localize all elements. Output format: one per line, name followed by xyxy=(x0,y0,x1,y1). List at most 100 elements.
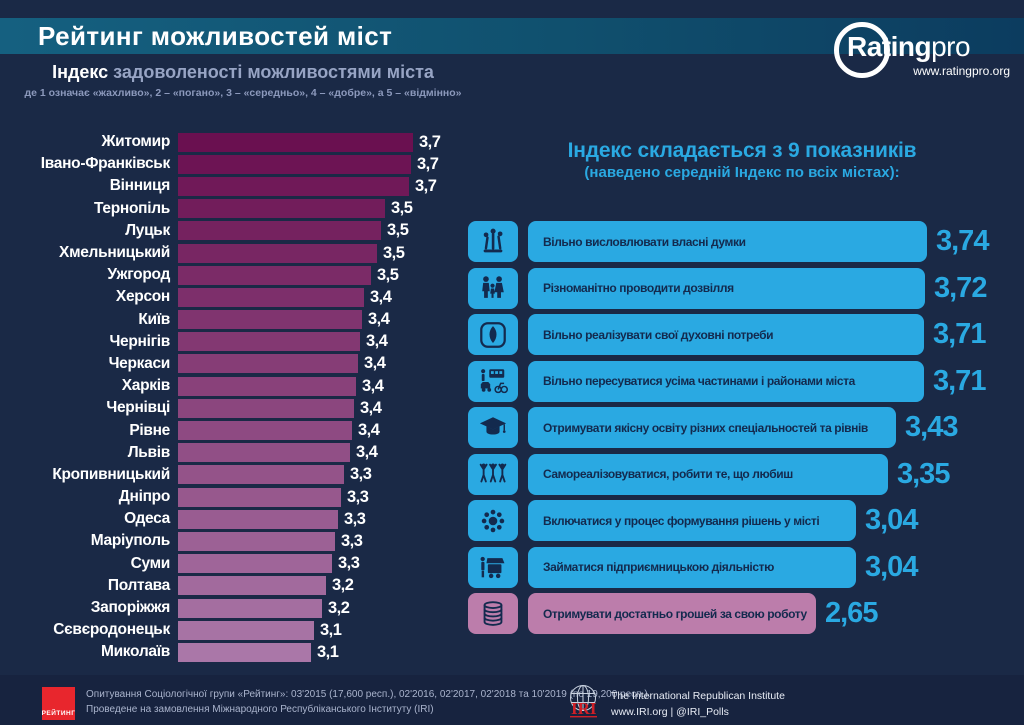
city-value: 3,7 xyxy=(415,176,437,195)
indicator-row: Включатися у процес формування рішень у … xyxy=(468,500,988,541)
indicator-bar: Отримувати якісну освіту різних спеціаль… xyxy=(528,407,896,448)
indicator-bar: Вільно висловлювати власні думки xyxy=(528,221,927,262)
city-label: Луцьк xyxy=(125,221,170,239)
city-bar xyxy=(178,509,338,529)
indicator-value: 3,04 xyxy=(865,550,918,583)
indicator-row: Вільно висловлювати власні думки 3,74 xyxy=(468,221,989,262)
city-label: Суми xyxy=(130,554,171,572)
city-row: Маріуполь 3,3 xyxy=(30,530,440,552)
city-row: Львів 3,4 xyxy=(30,442,440,464)
city-label: Маріуполь xyxy=(90,532,171,550)
city-bar xyxy=(178,354,358,374)
city-row: Тернопіль 3,5 xyxy=(30,198,440,220)
ratingpro-wordmark-light: pro xyxy=(931,31,971,62)
indicator-value: 3,35 xyxy=(897,457,950,490)
city-bar xyxy=(178,465,344,485)
city-label: Івано-Франківськ xyxy=(40,155,171,173)
indicator-bar: Вільно реалізувати свої духовні потреби xyxy=(528,314,924,355)
indicator-label: Вільно пересуватися усіма частинами і ра… xyxy=(543,374,855,388)
city-value: 3,4 xyxy=(356,443,378,462)
city-value: 3,1 xyxy=(317,642,339,661)
city-bar xyxy=(178,243,377,263)
city-bar xyxy=(178,421,352,441)
indicator-row: Займатися підприємницькою діяльністю 3,04 xyxy=(468,546,988,588)
indicator-label: Включатися у процес формування рішень у … xyxy=(543,513,820,528)
iri-name: The International Republican Institute xyxy=(611,690,785,702)
city-bar xyxy=(178,176,409,196)
city-label: Львів xyxy=(127,443,171,461)
survey-note: Опитування Соціологічної групи «Рейтинг»… xyxy=(86,687,650,717)
right-panel-subtitle: (наведено середній Індекс по всіх містах… xyxy=(584,164,900,181)
right-panel-title: Індекс складається з 9 показників xyxy=(567,139,917,162)
city-value: 3,3 xyxy=(347,487,369,506)
indicators-list: Вільно висловлювати власні думки 3,74 Різн… xyxy=(468,221,989,640)
city-value: 3,5 xyxy=(377,265,399,284)
city-value: 3,7 xyxy=(419,132,441,151)
city-value: 3,5 xyxy=(387,221,409,240)
iri-logo-text: IRI xyxy=(571,699,597,718)
city-bar xyxy=(178,310,362,330)
indicator-label: Різноманітно проводити дозвілля xyxy=(543,281,734,295)
rating-group-logo: РЕЙТИНГ xyxy=(42,687,75,720)
city-label: Житомир xyxy=(101,133,170,151)
indicator-bar: Вільно пересуватися усіма частинами і ра… xyxy=(528,360,924,402)
city-label: Миколаїв xyxy=(100,643,170,661)
city-value: 3,5 xyxy=(391,199,413,218)
city-bar xyxy=(178,642,311,662)
rating-group-logo-text: РЕЙТИНГ xyxy=(41,710,76,717)
iri-info: The International Republican Institute w… xyxy=(611,682,785,721)
city-row: Житомир 3,7 xyxy=(30,131,441,153)
indicator-bar: Займатися підприємницькою діяльністю xyxy=(528,546,856,588)
indicator-value: 3,74 xyxy=(936,225,989,257)
city-label: Одеса xyxy=(124,510,170,528)
city-bar xyxy=(178,132,413,152)
city-bar xyxy=(178,531,335,551)
footer: РЕЙТИНГ Опитування Соціологічної групи «… xyxy=(0,675,1024,725)
ratingpro-logo-circle xyxy=(834,22,890,78)
city-value: 3,4 xyxy=(362,376,384,395)
city-bar xyxy=(178,265,371,285)
city-row: Харків 3,4 xyxy=(30,375,440,397)
city-label: Київ xyxy=(138,310,170,328)
city-label: Харків xyxy=(121,377,171,395)
indicator-label: Самореалізовуватися, робити те, що любиш xyxy=(543,467,793,481)
indicator-label: Отримувати якісну освіту різних спеціаль… xyxy=(543,420,868,435)
indicator-value: 2,65 xyxy=(825,597,878,629)
indicator-row: Різноманітно проводити дозвілля 3,72 xyxy=(468,267,988,309)
survey-note-line2: Проведене на замовлення Міжнародного Рес… xyxy=(86,704,434,715)
ratingpro-url: www.ratingpro.org xyxy=(913,64,1010,78)
city-value: 3,3 xyxy=(344,509,366,528)
indicator-row: Вільно пересуватися усіма частинами і ра… xyxy=(468,360,988,402)
indicator-value: 3,71 xyxy=(933,364,986,397)
city-bar xyxy=(178,221,381,241)
city-row: Херсон 3,4 xyxy=(30,286,440,308)
indicator-value: 3,04 xyxy=(865,504,918,536)
self-realization-icon xyxy=(468,453,518,495)
city-row: Кропивницький 3,3 xyxy=(30,464,440,486)
city-label: Рівне xyxy=(129,421,170,439)
city-row: Суми 3,3 xyxy=(30,553,440,575)
city-label: Запоріжжя xyxy=(90,599,171,617)
money-icon xyxy=(468,593,518,634)
city-row: Київ 3,4 xyxy=(30,309,440,331)
left-chart-title-rest: задоволеності можливостями міста xyxy=(108,62,434,82)
city-row: Хмельницький 3,5 xyxy=(30,242,440,264)
ratingpro-wordmark: Ratingpro xyxy=(847,31,971,63)
city-value: 3,4 xyxy=(364,354,386,373)
city-bar xyxy=(178,576,326,596)
city-label: Сєвєродонецьк xyxy=(53,621,170,639)
city-label: Ужгород xyxy=(107,266,170,284)
ratingpro-wordmark-bold: Rating xyxy=(847,31,932,62)
indicator-label: Вільно висловлювати власні думки xyxy=(543,234,746,249)
iri-globe-icon: IRI xyxy=(563,682,603,722)
city-row: Івано-Франківськ 3,7 xyxy=(30,153,440,175)
city-label: Чернігів xyxy=(109,332,170,350)
indicator-bar: Різноманітно проводити дозвілля xyxy=(528,267,925,309)
city-bar xyxy=(178,620,314,640)
indicator-row: Отримувати достатньо грошей за свою робо… xyxy=(468,593,988,634)
iri-contacts: www.IRI.org | @IRI_Polls xyxy=(611,705,729,718)
city-label: Хмельницький xyxy=(59,244,170,262)
city-bar xyxy=(178,554,332,574)
survey-note-line1: Опитування Соціологічної групи «Рейтинг»… xyxy=(86,689,651,700)
